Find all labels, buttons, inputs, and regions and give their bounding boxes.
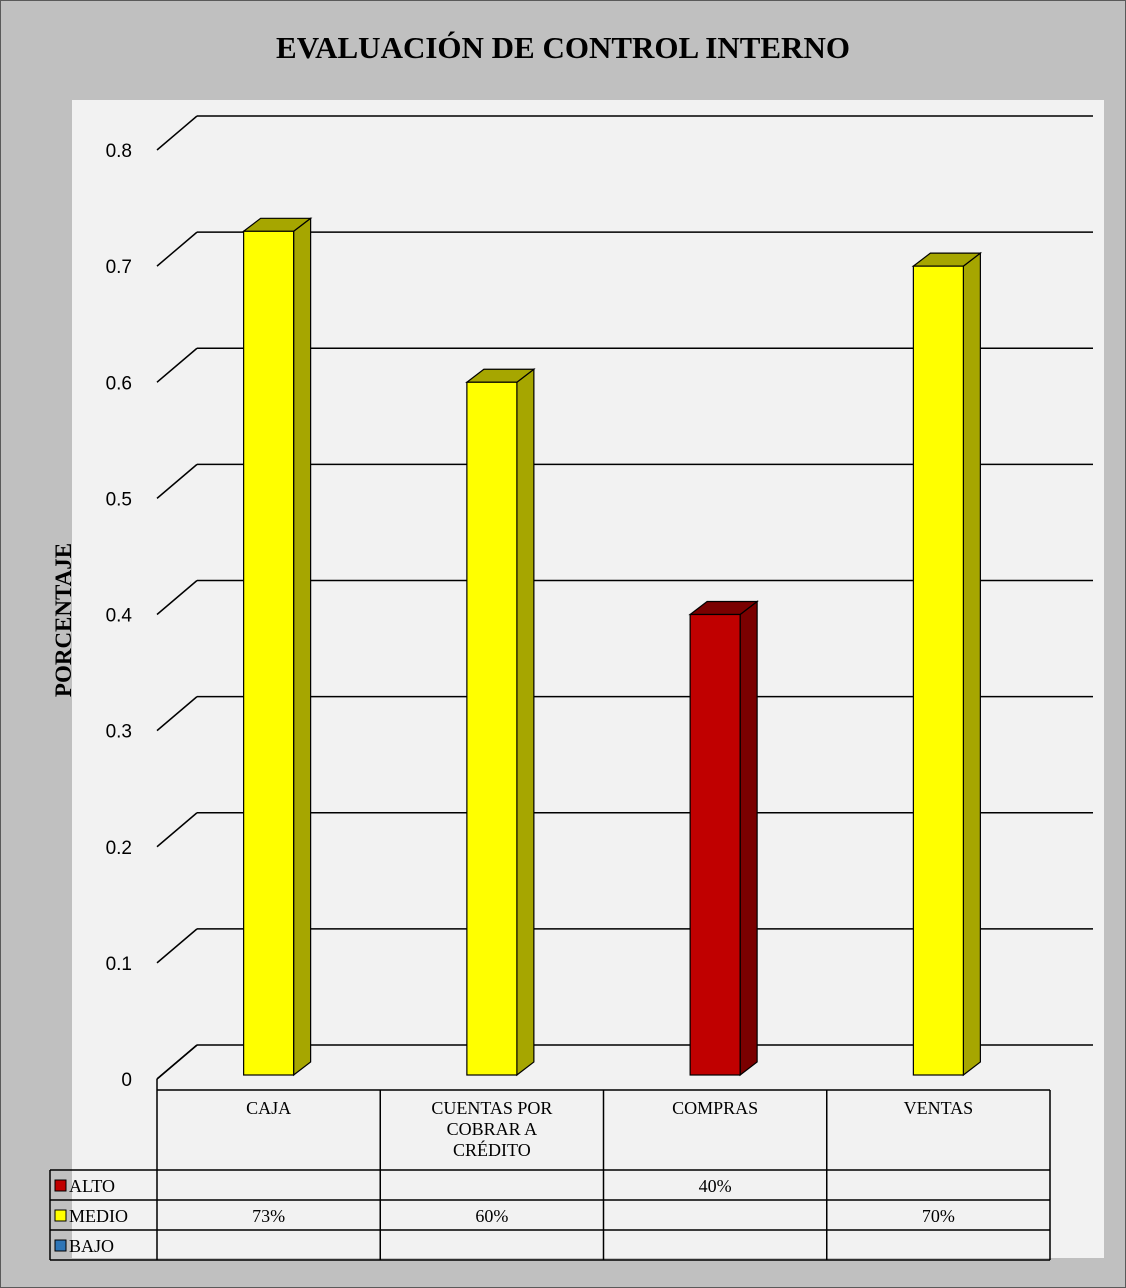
- gridline-side: [156, 928, 198, 964]
- y-tick-label: 0.8: [106, 141, 132, 162]
- data-label: 60%: [475, 1206, 508, 1226]
- legend-key: [54, 1239, 67, 1252]
- x-category-label: CAJA: [246, 1098, 291, 1118]
- y-tick-label: 0.1: [106, 954, 132, 975]
- bar-side: [516, 368, 535, 1077]
- legend-key: [54, 1209, 67, 1222]
- data-label: 73%: [252, 1206, 285, 1226]
- y-tick-label: 0.6: [106, 373, 132, 394]
- gridline-side: [156, 579, 198, 616]
- legend-key: [54, 1179, 67, 1192]
- y-tick-label: 0.7: [106, 257, 132, 278]
- legend-label: ALTO: [69, 1176, 115, 1196]
- legend-label: BAJO: [69, 1236, 114, 1256]
- y-tick-label: 0.4: [106, 606, 133, 627]
- bar: [466, 381, 518, 1076]
- x-category-label: CUENTAS POR: [431, 1098, 552, 1118]
- bar-side: [293, 217, 312, 1077]
- bar-side: [962, 251, 981, 1077]
- bar-side: [739, 600, 758, 1077]
- gridline-side: [156, 696, 198, 732]
- y-tick-label: 0: [121, 1070, 132, 1091]
- bar: [912, 265, 964, 1076]
- gridline-side: [156, 463, 198, 499]
- y-tick-label: 0.5: [106, 489, 132, 510]
- floor-edge: [156, 1044, 198, 1080]
- bar: [689, 613, 741, 1076]
- y-tick-label: 0.3: [106, 722, 132, 743]
- legend-label: MEDIO: [69, 1206, 128, 1226]
- bars: [241, 217, 983, 1077]
- y-tick-label: 0.2: [106, 838, 132, 859]
- gridline-side: [156, 812, 198, 848]
- data-label: 70%: [922, 1206, 955, 1226]
- x-category-label: COMPRAS: [672, 1098, 758, 1118]
- gridline-side: [156, 115, 198, 151]
- chart-title: EVALUACIÓN DE CONTROL INTERNO: [276, 30, 850, 65]
- x-category-label: VENTAS: [904, 1098, 974, 1118]
- y-axis-ticks: 0 0.1 0.2 0.3 0.4 0.5 0.6 0.7 0.8: [106, 141, 133, 1091]
- x-category-label: COBRAR A: [447, 1119, 538, 1139]
- x-category-label: CRÉDITO: [453, 1139, 531, 1160]
- data-label: 40%: [699, 1176, 732, 1196]
- gridline-side: [156, 231, 198, 267]
- gridline-side: [156, 347, 198, 383]
- bar: [243, 230, 295, 1076]
